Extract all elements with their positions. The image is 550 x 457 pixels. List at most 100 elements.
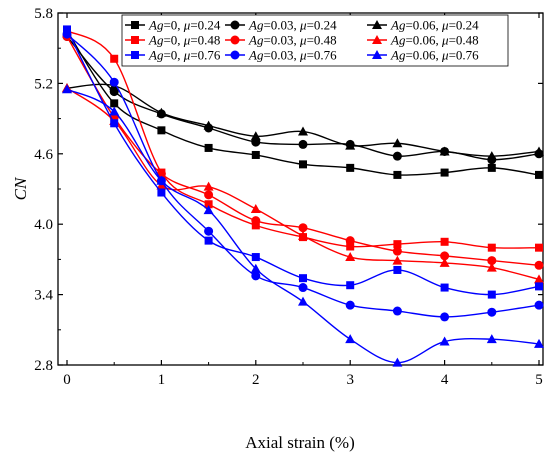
data-point <box>203 205 214 215</box>
data-point <box>298 139 308 149</box>
legend-label: Ag=0.06, μ=0.24 <box>390 18 479 33</box>
x-tick-label: 4 <box>441 372 449 388</box>
legend-label-part: =0, <box>163 33 183 48</box>
data-point <box>535 170 543 179</box>
legend-label-part: =0.76 <box>449 48 480 63</box>
data-point <box>251 221 260 230</box>
legend-label-part: =0, <box>163 18 183 33</box>
legend-label-part: μ <box>183 18 191 33</box>
data-point <box>251 253 260 262</box>
data-point <box>156 175 167 185</box>
data-point <box>535 243 543 252</box>
legend-label-part: =0.76 <box>190 48 221 63</box>
data-point <box>156 107 167 117</box>
series-line <box>66 29 540 249</box>
data-point <box>346 163 355 172</box>
data-point <box>299 274 307 283</box>
legend-label-part: Ag <box>148 33 164 48</box>
legend-label-part: =0.24 <box>307 18 338 33</box>
legend-label-part: μ <box>441 33 449 48</box>
legend-label: Ag=0.03, μ=0.76 <box>248 48 337 63</box>
legend-marker <box>230 20 240 30</box>
series-line <box>66 88 540 364</box>
data-point <box>535 282 543 291</box>
x-tick-label: 0 <box>63 372 71 388</box>
data-point <box>534 260 544 270</box>
y-tick-label: 4.0 <box>34 217 53 233</box>
legend-label-part: =0.06, <box>405 18 442 33</box>
data-point <box>393 170 402 179</box>
legend-entry: Ag=0, μ=0.48 <box>125 33 220 48</box>
legend-marker <box>230 35 240 45</box>
series-line <box>66 29 540 296</box>
data-point <box>298 230 308 240</box>
data-point <box>440 312 450 322</box>
legend-label-part: =0.03, <box>263 48 300 63</box>
series-6 <box>63 25 543 299</box>
data-point <box>204 226 214 236</box>
series-group <box>62 25 544 367</box>
legend-entry: Ag=0.06, μ=0.24 <box>367 18 479 33</box>
legend-marker <box>372 50 382 59</box>
data-point <box>204 236 213 245</box>
legend-label: Ag=0.06, μ=0.76 <box>390 48 479 63</box>
legend-label: Ag=0.06, μ=0.48 <box>390 33 479 48</box>
legend-marker <box>230 50 240 60</box>
data-point <box>392 246 402 256</box>
legend-entry: Ag=0.06, μ=0.76 <box>367 48 479 63</box>
legend-label: Ag=0.03, μ=0.24 <box>248 18 337 33</box>
legend-label: Ag=0, μ=0.76 <box>148 48 221 63</box>
y-tick-label: 5.8 <box>34 6 53 22</box>
data-point <box>203 181 214 191</box>
data-point <box>392 357 403 367</box>
legend-label-part: μ <box>299 33 307 48</box>
y-tick-label: 3.4 <box>34 288 53 304</box>
data-point <box>62 29 72 39</box>
legend-label-part: μ <box>441 18 449 33</box>
data-point <box>204 143 213 152</box>
legend-label-part: Ag <box>390 33 406 48</box>
data-point <box>440 251 450 261</box>
legend-label-part: Ag <box>248 18 264 33</box>
data-point <box>346 281 355 290</box>
legend-label-part: =0.24 <box>190 18 221 33</box>
data-point <box>250 131 261 141</box>
data-point <box>392 255 403 265</box>
data-point <box>392 138 403 148</box>
data-point <box>534 300 544 310</box>
legend-marker <box>372 20 382 29</box>
legend-label: Ag=0, μ=0.48 <box>148 33 220 48</box>
legend-marker <box>131 36 139 44</box>
data-point <box>534 338 544 348</box>
y-axis: 2.8 3.4 4.0 4.6 5.2 5.8 <box>34 6 543 374</box>
series-5 <box>62 83 544 284</box>
legend-label-part: Ag <box>390 18 406 33</box>
x-tick-label: 5 <box>535 372 543 388</box>
legend-label-part: =0.03, <box>263 18 300 33</box>
data-point <box>487 307 497 317</box>
legend-label-part: =0, <box>163 48 183 63</box>
data-point <box>250 203 261 213</box>
legend-label-part: Ag <box>148 18 164 33</box>
data-point <box>487 290 496 299</box>
legend-label-part: =0.48 <box>449 33 479 48</box>
legend-label-part: Ag <box>390 48 406 63</box>
data-point <box>110 54 119 63</box>
legend-label-part: =0.06, <box>405 48 442 63</box>
legend-label-part: μ <box>299 18 307 33</box>
data-point <box>299 160 307 169</box>
data-point <box>345 140 356 150</box>
legend-label-part: Ag <box>248 48 264 63</box>
legend-label-part: =0.03, <box>263 33 300 48</box>
legend-label-part: Ag <box>148 48 164 63</box>
data-point <box>63 25 71 34</box>
data-point <box>393 240 402 249</box>
y-tick-label: 5.2 <box>34 76 53 92</box>
data-point <box>109 77 119 87</box>
legend-label-part: =0.24 <box>449 18 480 33</box>
data-point <box>393 265 402 274</box>
data-point <box>251 216 261 226</box>
data-point <box>251 150 260 159</box>
legend-label-part: Ag <box>248 33 264 48</box>
